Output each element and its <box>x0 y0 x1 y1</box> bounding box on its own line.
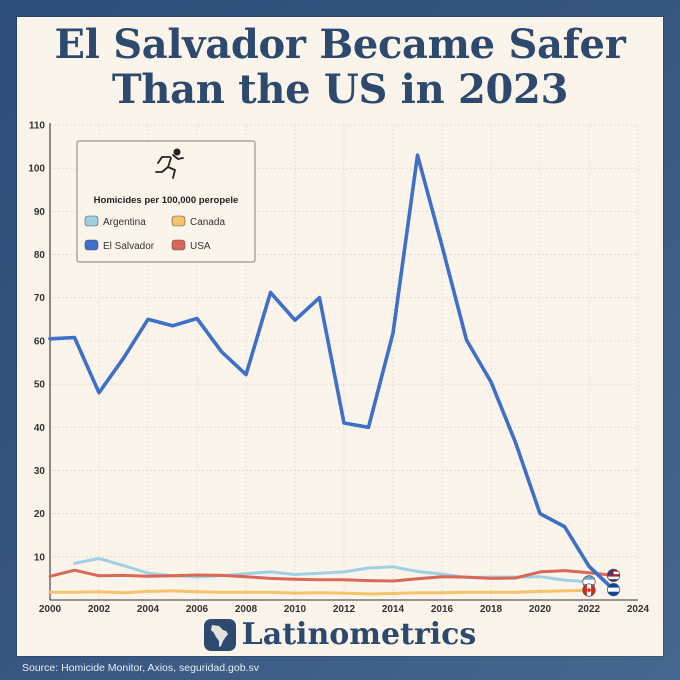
y-tick-label: 20 <box>34 509 46 520</box>
x-tick-label: 2002 <box>88 604 111 615</box>
y-tick-label: 40 <box>34 423 46 434</box>
x-tick-label: 2016 <box>431 604 454 615</box>
y-tick-label: 10 <box>34 552 46 563</box>
x-tick-label: 2008 <box>235 604 258 615</box>
legend-label-argentina: Argentina <box>103 217 146 228</box>
y-tick-label: 50 <box>34 380 46 391</box>
x-tick-label: 2020 <box>529 604 552 615</box>
y-tick-label: 100 <box>28 164 45 175</box>
y-tick-label: 90 <box>34 207 46 218</box>
x-tick-label: 2010 <box>284 604 307 615</box>
end-markers <box>582 568 621 597</box>
y-tick-label: 30 <box>34 466 46 477</box>
x-tick-label: 2006 <box>186 604 209 615</box>
chart-card <box>17 17 663 656</box>
title-line-2: Than the US in 2023 <box>111 66 569 113</box>
series-lines <box>48 153 616 596</box>
x-tick-label: 2024 <box>627 604 650 615</box>
x-tick-label: 2018 <box>480 604 503 615</box>
brand-name: Latinometrics <box>241 617 477 652</box>
brand-logo: Latinometrics <box>0 617 680 652</box>
latin-america-map-icon <box>203 618 236 651</box>
grid <box>50 124 639 600</box>
x-tick-label: 2012 <box>333 604 356 615</box>
legend-label-el-salvador: El Salvador <box>103 241 155 252</box>
title-line-1: El Salvador Became Safer <box>54 21 626 68</box>
y-tick-label: 110 <box>29 121 46 132</box>
legend-box <box>76 140 256 263</box>
el-salvador-flag-icon <box>606 583 621 597</box>
usa-flag-icon <box>606 568 621 582</box>
legend-swatch-argentina <box>84 215 99 227</box>
source-note: Source: Homicide Monitor, Axios, segurid… <box>22 662 259 674</box>
legend-label-usa: USA <box>190 241 211 252</box>
y-tick-label: 60 <box>34 336 46 347</box>
x-tick-label: 2000 <box>39 604 62 615</box>
y-tick-label: 80 <box>34 250 46 261</box>
y-tick-label: 70 <box>34 293 46 304</box>
series-line-el-salvador <box>48 153 616 592</box>
legend-swatch-el-salvador <box>84 239 99 251</box>
x-tick-label: 2022 <box>578 604 601 615</box>
legend-title: Homicides per 100,000 peropele <box>94 195 239 206</box>
running-figure-icon <box>155 148 184 179</box>
chart-title: El Salvador Became Safer Than the US in … <box>0 22 680 112</box>
axes: 10 20 30 40 50 60 70 80 90 100 110 2000 2002 2004 2006… <box>28 121 649 616</box>
x-tick-label: 2004 <box>137 604 160 615</box>
legend: Homicides per 100,000 peropele Argentina… <box>76 140 256 263</box>
series-line-usa <box>48 568 615 583</box>
legend-label-canada: Canada <box>190 217 225 228</box>
canada-flag-icon <box>582 583 596 597</box>
series-line-canada <box>48 588 591 596</box>
legend-swatch-usa <box>171 239 186 251</box>
x-tick-label: 2014 <box>382 604 405 615</box>
legend-swatch-canada <box>171 215 186 227</box>
